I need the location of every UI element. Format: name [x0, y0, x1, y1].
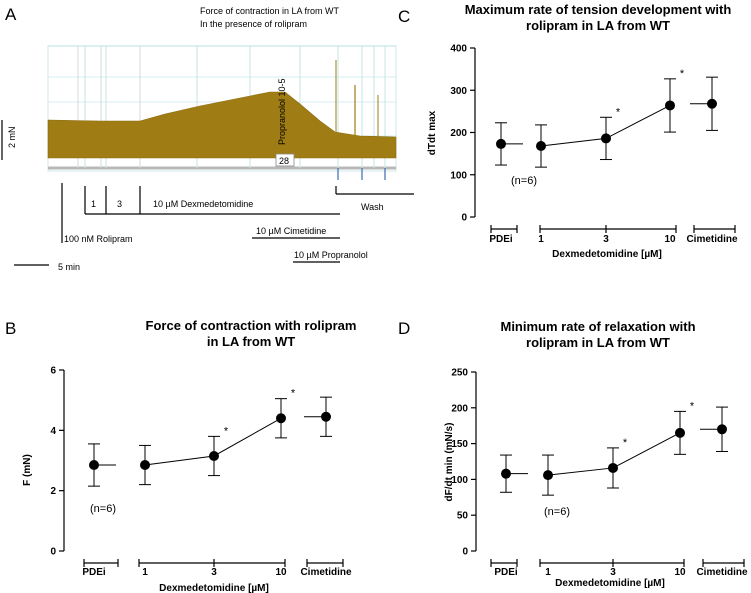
chart-c-title-line-1: Maximum rate of tension development with	[465, 2, 732, 17]
force-scale-label: 2 mN	[7, 126, 17, 148]
chart-b-x-tick-label: 10	[275, 567, 287, 578]
propranolol-trace-label: Propranolol 10-5	[277, 78, 287, 145]
chart-b-significance: *	[224, 425, 229, 437]
chart-d: Minimum rate of relaxation withrolipram …	[444, 319, 748, 589]
chart-d-title-line-2: rolipram in LA from WT	[526, 335, 670, 350]
chart-d-x-tick-label: 1	[545, 567, 551, 578]
chart-c-y-tick-label: 100	[450, 170, 467, 181]
chart-c: Maximum rate of tension development with…	[427, 2, 738, 260]
chart-d-y-tick-label: 150	[451, 439, 468, 450]
chart-d-x-tick-label: 10	[674, 567, 686, 578]
chart-d-title-line-1: Minimum rate of relaxation with	[500, 319, 695, 334]
chart-b-point	[321, 411, 331, 422]
chart-b-y-label: F (mN)	[22, 454, 33, 486]
chart-b-point	[276, 413, 286, 424]
chart-c-title-line-2: rolipram in LA from WT	[526, 18, 670, 33]
time-scale-label: 5 min	[58, 262, 80, 272]
chart-b-point	[209, 450, 219, 461]
chart-c-point	[665, 100, 675, 111]
chart-b-significance: *	[291, 388, 296, 400]
chart-d-point	[717, 424, 727, 435]
chart-c-point	[536, 141, 546, 152]
chart-b-y-tick-label: 2	[50, 486, 56, 497]
panel-d-letter: D	[398, 319, 410, 338]
dex-3-label: 3	[117, 199, 122, 209]
chart-c-x-tick-label: PDEi	[489, 234, 513, 245]
chart-b-x-label: Dexmedetomidine [µM]	[159, 583, 269, 593]
chart-c-y-tick-label: 0	[461, 213, 467, 224]
trace-marker-number: 28	[279, 156, 289, 166]
chart-b-title-line-1: Force of contraction with rolipram	[146, 318, 357, 333]
panel-a-caption-1: Force of contraction in LA from WT	[200, 6, 340, 16]
chart-d-point	[608, 462, 618, 473]
chart-d-y-label: dF/dt min (mN/s)	[444, 423, 455, 502]
chart-c-y-tick-label: 200	[450, 128, 467, 139]
chart-d-y-tick-label: 250	[451, 368, 468, 379]
chart-c-point	[707, 98, 717, 109]
chart-c-y-label: dTdt max	[427, 110, 438, 155]
chart-b-point	[89, 460, 99, 471]
chart-b-y-tick-label: 6	[50, 366, 56, 377]
chart-b-x-tick-label: PDEi	[82, 567, 106, 578]
wash-label: Wash	[361, 202, 384, 212]
chart-d-y-tick-label: 100	[451, 475, 468, 486]
chart-d-y-tick-label: 0	[462, 547, 468, 558]
chart-c-x-tick-label: 1	[538, 234, 544, 245]
chart-c-x-tick-label: 3	[603, 234, 609, 245]
panel-a-caption-2: In the presence of rolipram	[200, 19, 307, 29]
force-trace	[47, 60, 397, 180]
cimetidine-label: 10 µM Cimetidine	[256, 226, 326, 236]
chart-d-y-tick-label: 50	[457, 511, 469, 522]
rolipram-label: 100 nM Rolipram	[64, 234, 133, 244]
panel-a: A Force of contraction in LA from WT In …	[1, 5, 414, 272]
chart-c-x-tick-label: 10	[664, 234, 676, 245]
chart-b-y-tick-label: 0	[50, 547, 56, 558]
chart-d-significance: *	[623, 437, 628, 449]
chart-d-point	[675, 427, 685, 438]
chart-c-y-tick-label: 300	[450, 86, 467, 97]
chart-c-point	[601, 133, 611, 144]
chart-b-point	[140, 460, 150, 471]
propranolol-label: 10 µM Propranolol	[294, 250, 368, 260]
chart-c-significance: *	[616, 106, 621, 118]
chart-b-x-tick-label: Cimetidine	[300, 567, 352, 578]
chart-c-significance: *	[680, 68, 685, 80]
chart-b-y-tick-label: 4	[50, 426, 56, 437]
chart-d-y-tick-label: 200	[451, 403, 468, 414]
chart-c-point	[496, 138, 506, 149]
chart-d-point	[543, 470, 553, 481]
chart-b-x-tick-label: 1	[142, 567, 148, 578]
chart-c-x-label: Dexmedetomidine [µM]	[552, 249, 662, 260]
chart-c-n-label: (n=6)	[511, 175, 537, 187]
chart-d-x-tick-label: PDEi	[494, 567, 518, 578]
dex-label: 10 µM Dexmedetomidine	[153, 199, 253, 209]
chart-d-x-tick-label: 3	[610, 567, 616, 578]
trace-marker-box	[275, 153, 295, 167]
dex-1-label: 1	[91, 199, 96, 209]
panel-b-letter: B	[5, 319, 16, 338]
chart-b-x-tick-label: 3	[211, 567, 217, 578]
chart-d-x-label: Dexmedetomidine [µM]	[555, 578, 665, 589]
chart-d-n-label: (n=6)	[544, 506, 570, 518]
chart-d-point	[501, 468, 511, 479]
chart-d-significance: *	[690, 400, 695, 412]
chart-c-x-tick-label: Cimetidine	[686, 234, 738, 245]
chart-b-n-label: (n=6)	[90, 503, 116, 515]
chart-d-x-tick-label: Cimetidine	[696, 567, 748, 578]
panel-a-letter: A	[5, 5, 17, 24]
protocol-annotations: 100 nM Rolipram 1 3 10 µM Dexmedetomidin…	[61, 183, 414, 263]
chart-b-title-line-2: in LA from WT	[207, 334, 295, 349]
panel-c-letter: C	[398, 7, 410, 26]
chart-c-y-tick-label: 400	[450, 44, 467, 55]
